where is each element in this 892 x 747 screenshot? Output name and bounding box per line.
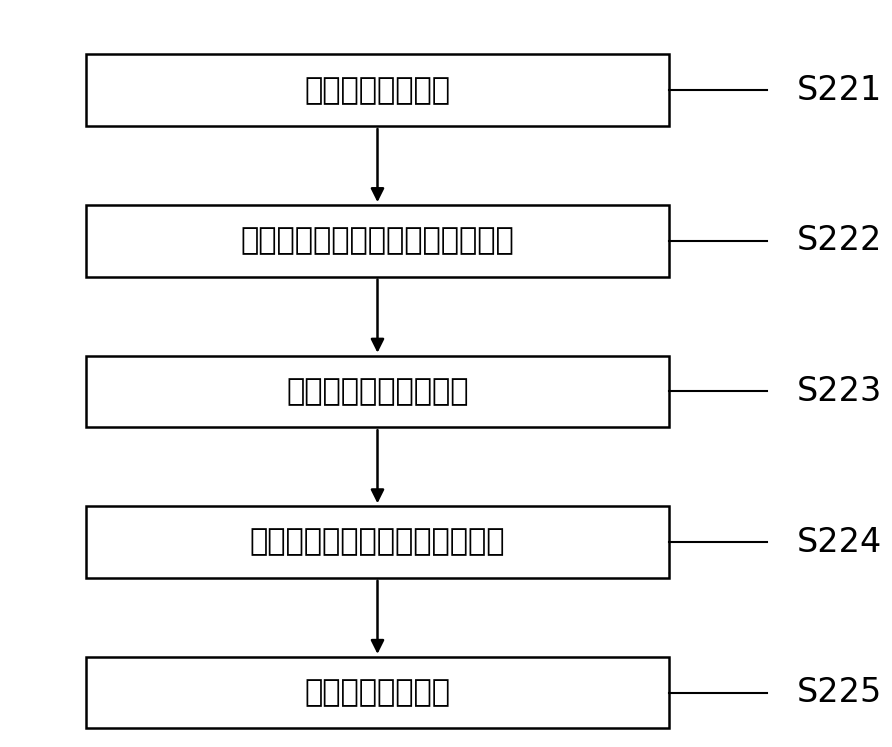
Text: 建立杆塔结构模型: 建立杆塔结构模型 <box>304 75 450 105</box>
Text: S222: S222 <box>797 224 882 257</box>
Text: S223: S223 <box>797 375 882 408</box>
Text: S224: S224 <box>797 526 882 559</box>
Text: 计算线夹定位矢量: 计算线夹定位矢量 <box>304 678 450 707</box>
FancyBboxPatch shape <box>87 506 669 578</box>
Text: 建立地线悬挂曲线模型: 建立地线悬挂曲线模型 <box>286 377 468 406</box>
FancyBboxPatch shape <box>87 205 669 276</box>
FancyBboxPatch shape <box>87 55 669 126</box>
Text: 建立跳线串和跳线悬挂曲线模型: 建立跳线串和跳线悬挂曲线模型 <box>250 527 505 557</box>
Text: S221: S221 <box>797 74 882 107</box>
FancyBboxPatch shape <box>87 657 669 728</box>
Text: S225: S225 <box>797 676 882 709</box>
FancyBboxPatch shape <box>87 356 669 427</box>
Text: 建立绝缘子串和导线悬挂曲线模型: 建立绝缘子串和导线悬挂曲线模型 <box>241 226 515 255</box>
